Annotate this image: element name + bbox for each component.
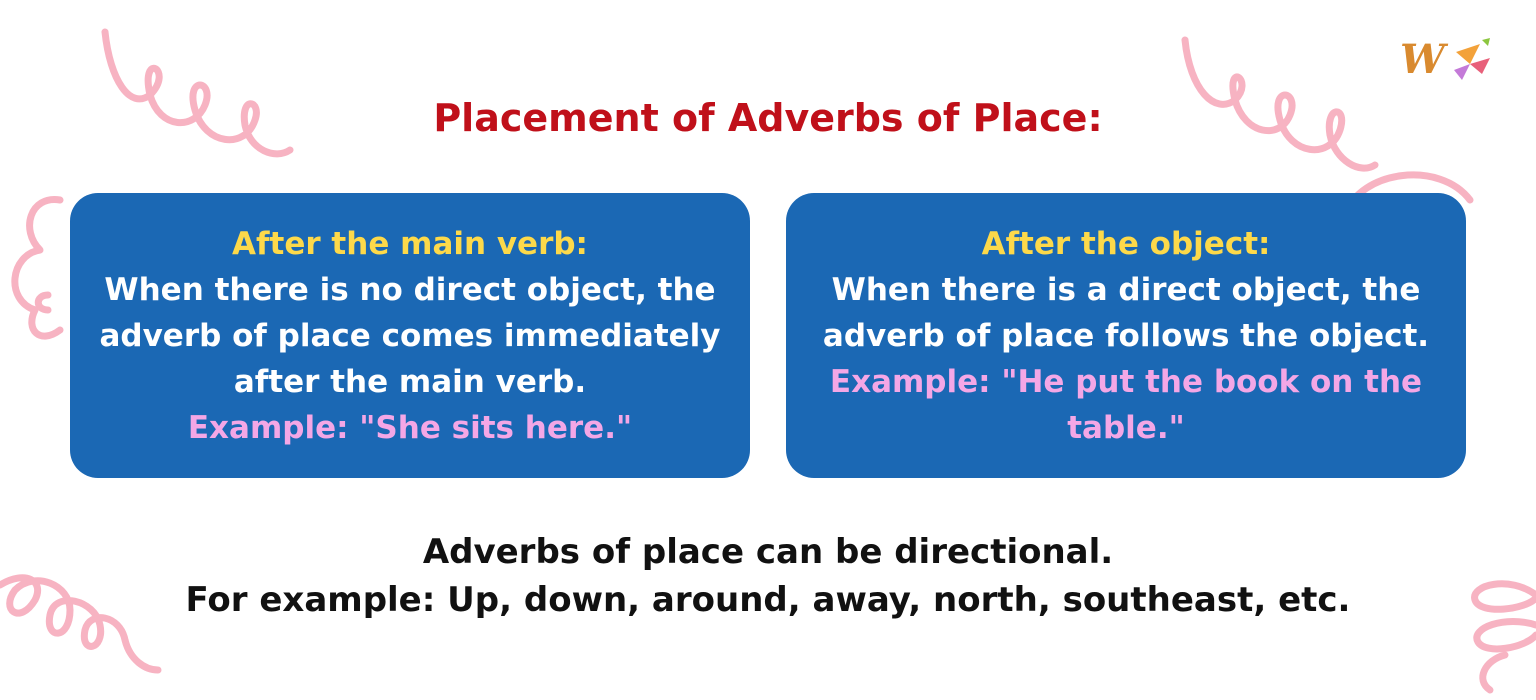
footer-note: Adverbs of place can be directional. For… [0,528,1536,624]
card-heading: After the object: [981,225,1271,262]
logo-triangles-icon [1454,38,1490,80]
card-after-object: After the object: When there is a direct… [786,193,1466,478]
logo-letter: W [1400,36,1445,83]
brand-logo: W [1398,30,1498,90]
card-after-main-verb: After the main verb: When there is no di… [70,193,750,478]
card-example: Example: "He put the book on the table." [829,363,1423,446]
card-example: Example: "She sits here." [187,409,633,446]
card-body: When there is a direct object, the adver… [822,271,1430,354]
card-heading: After the main verb: [232,225,588,262]
squiggle-left-flower [11,196,64,340]
page-title: Placement of Adverbs of Place: [433,96,1103,140]
footer-line-1: Adverbs of place can be directional. [422,532,1114,572]
card-body: When there is no direct object, the adve… [99,271,721,400]
footer-line-2: For example: Up, down, around, away, nor… [185,580,1351,620]
